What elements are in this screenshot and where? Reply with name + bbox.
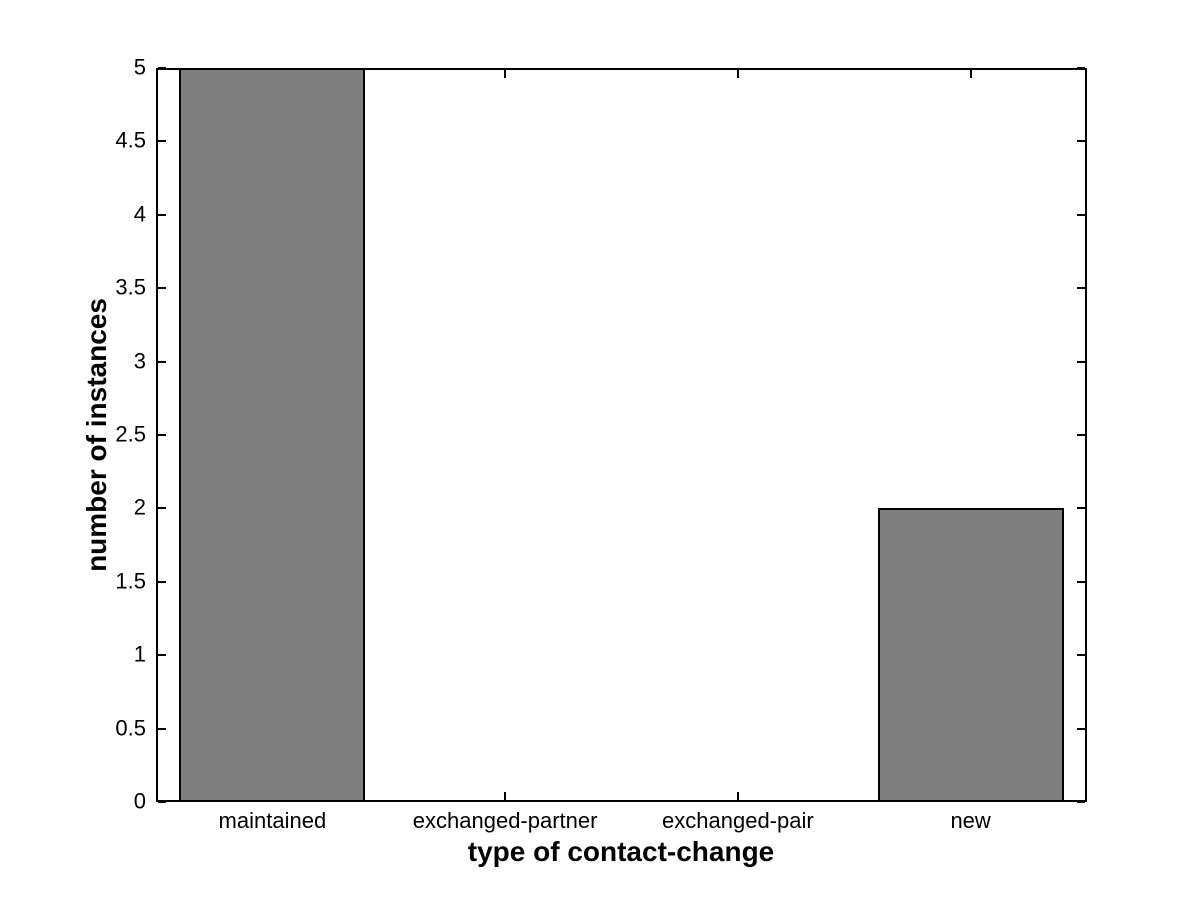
x-tick-label: maintained	[218, 808, 327, 833]
y-tick-mark-left	[158, 654, 166, 657]
y-tick-label: 3	[133, 348, 146, 374]
y-tick-mark-right	[1077, 801, 1085, 803]
y-tick-mark-right	[1077, 507, 1085, 510]
y-tick-mark-right	[1077, 360, 1085, 363]
y-tick-label: 3.5	[115, 274, 146, 300]
y-tick-mark-left	[158, 434, 166, 436]
y-tick-mark-left	[158, 727, 166, 730]
x-tick-label: exchanged-partner	[412, 808, 598, 833]
y-tick-label: 2	[133, 494, 146, 520]
y-tick-label: 0	[133, 788, 146, 814]
y-tick-mark-left	[158, 801, 166, 803]
y-tick-mark-left	[158, 213, 166, 216]
x-tick-mark-top	[504, 70, 507, 78]
x-tick-mark-top	[969, 70, 972, 78]
y-tick-mark-left	[158, 360, 166, 363]
x-tick-mark-bottom	[736, 792, 739, 800]
x-tick-mark-top	[736, 70, 739, 78]
y-tick-label: 4	[133, 201, 146, 227]
y-tick-label: 1.5	[115, 568, 146, 594]
y-tick-mark-right	[1077, 654, 1085, 657]
x-tick-mark-bottom	[504, 792, 507, 800]
bar-maintained	[179, 68, 366, 802]
y-tick-mark-right	[1077, 287, 1085, 290]
x-axis-label: type of contact-change	[467, 836, 775, 867]
y-tick-mark-right	[1077, 434, 1085, 436]
y-tick-mark-left	[158, 580, 166, 583]
y-tick-mark-left	[158, 140, 166, 143]
y-tick-mark-right	[1077, 140, 1085, 143]
x-tick-label: new	[950, 808, 991, 833]
y-tick-label: 1	[133, 641, 146, 667]
bar-new	[877, 508, 1064, 802]
y-tick-label: 2.5	[115, 421, 146, 447]
y-tick-mark-left	[158, 287, 166, 290]
y-tick-mark-right	[1077, 580, 1085, 583]
y-tick-mark-right	[1077, 727, 1085, 730]
y-tick-mark-left	[158, 507, 166, 510]
y-tick-label: 0.5	[115, 715, 146, 741]
y-tick-mark-right	[1077, 67, 1085, 69]
y-tick-mark-right	[1077, 213, 1085, 216]
y-tick-label: 4.5	[115, 127, 146, 153]
x-tick-label: exchanged-pair	[662, 808, 814, 833]
y-tick-label: 5	[133, 54, 146, 80]
y-tick-mark-left	[158, 67, 166, 69]
